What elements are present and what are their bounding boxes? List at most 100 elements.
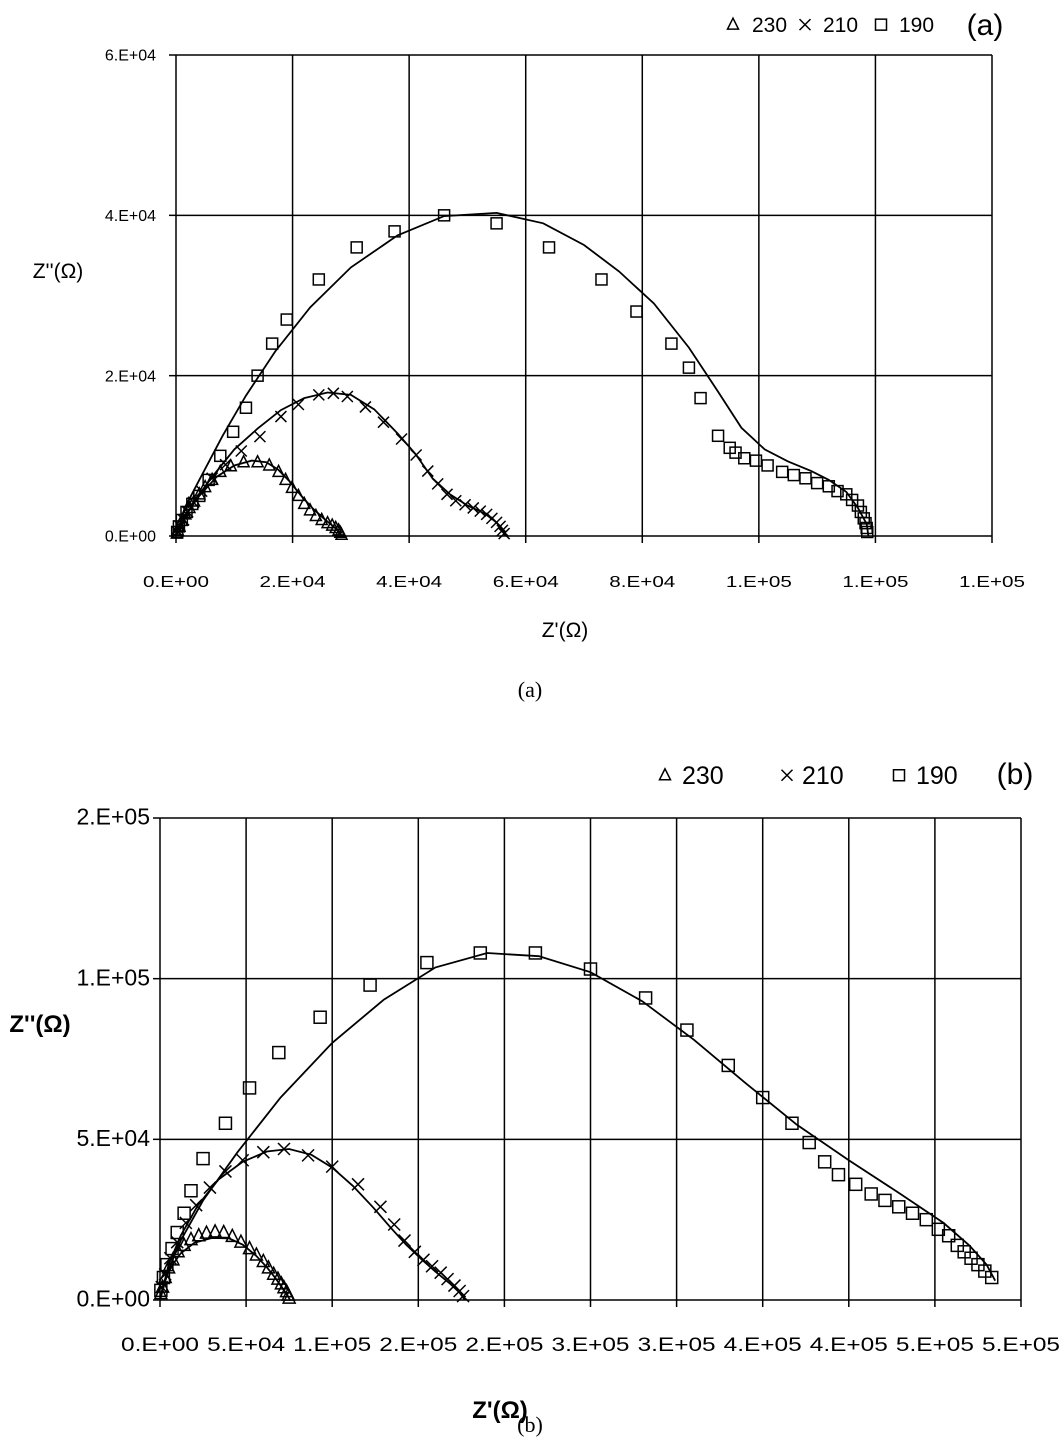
panel-b-point-190 bbox=[184, 1183, 198, 1198]
panel-a-point-210 bbox=[459, 498, 472, 511]
panel-a-x-tick-label: 0.E+00 bbox=[143, 574, 209, 591]
panel-a-point-190 bbox=[810, 476, 824, 490]
panel-b-point-210 bbox=[387, 1217, 401, 1232]
panel-a-point-230 bbox=[250, 454, 265, 468]
panel-a-point-190 bbox=[172, 520, 186, 533]
panel-b-point-190 bbox=[272, 1045, 286, 1060]
panel-a-point-190 bbox=[665, 337, 678, 350]
panel-a-point-190 bbox=[280, 313, 293, 326]
panel-a-point-190 bbox=[831, 484, 844, 498]
panel-b-point-210 bbox=[397, 1234, 412, 1248]
panel-a-y-tick-label: 6.E+04 bbox=[105, 48, 156, 65]
panel-a-point-190 bbox=[490, 217, 503, 230]
panel-a-point-190 bbox=[542, 241, 556, 254]
panel-b-legend-symbol-230 bbox=[658, 767, 672, 781]
panel-b-x-tick-label: 5.E+05 bbox=[896, 1335, 974, 1356]
panel-b-point-230 bbox=[233, 1233, 249, 1248]
panel-b-point-190 bbox=[196, 1151, 210, 1166]
panel-a-point-230 bbox=[285, 479, 299, 494]
panel-a-point-210 bbox=[235, 444, 248, 458]
panel-a-point-230 bbox=[309, 507, 323, 522]
panel-b-x-tick-label: 5.E+05 bbox=[982, 1335, 1060, 1356]
panel-a-point-210 bbox=[341, 390, 354, 403]
panel-b-x-tick-label: 3.E+05 bbox=[552, 1335, 630, 1356]
panel-a-point-190 bbox=[388, 225, 401, 238]
panel-b-point-210 bbox=[456, 1289, 470, 1303]
panel-a-point-230 bbox=[297, 495, 311, 510]
panel-a-point-230 bbox=[224, 458, 238, 472]
panel-b-x-tick-label: 2.E+05 bbox=[379, 1335, 457, 1356]
panel-b-point-190 bbox=[583, 962, 598, 976]
panel-a-point-190 bbox=[214, 449, 227, 463]
panel-b-legend-label-190: 190 bbox=[916, 762, 958, 790]
panel-a-point-210 bbox=[253, 430, 266, 443]
panel-b-x-tick-label: 1.E+05 bbox=[293, 1335, 371, 1356]
panel-a-y-axis-label: Z''(Ω) bbox=[33, 260, 84, 283]
panel-a-fit-line-190 bbox=[175, 211, 870, 537]
panel-a-x-tick-label: 1.E+05 bbox=[959, 574, 1025, 591]
panel-b-legend-label-210: 210 bbox=[802, 762, 844, 790]
panel-b-point-230 bbox=[199, 1224, 214, 1239]
panel-a-point-210 bbox=[431, 477, 444, 490]
panel-a-x-tick-label: 4.E+04 bbox=[376, 574, 442, 591]
panel-a-point-190 bbox=[186, 497, 199, 511]
panel-b-point-190 bbox=[160, 1257, 174, 1272]
panel-a-point-190 bbox=[749, 454, 763, 467]
panel-a-point-230 bbox=[278, 471, 293, 486]
panel-a-legend-label-230: 230 bbox=[752, 14, 787, 37]
panel-b-point-190 bbox=[891, 1200, 906, 1214]
panel-b-point-230 bbox=[261, 1259, 276, 1274]
panel-b-point-210 bbox=[416, 1253, 430, 1267]
panel-b-point-190 bbox=[905, 1206, 920, 1220]
panel-a-point-190 bbox=[630, 305, 643, 318]
panel-b-point-230 bbox=[225, 1227, 240, 1243]
panel-b-point-190 bbox=[919, 1212, 934, 1227]
panel-b-x-tick-label: 3.E+05 bbox=[638, 1335, 716, 1356]
panel-a-point-210 bbox=[498, 527, 511, 540]
panel-b-point-230 bbox=[256, 1252, 271, 1268]
panel-b-legend-symbol-210 bbox=[780, 769, 794, 782]
panel-a-point-190 bbox=[761, 459, 774, 472]
panel-b-point-190 bbox=[156, 1270, 171, 1285]
panel-b-point-190 bbox=[941, 1228, 956, 1243]
panel-b-y-tick-label: 5.E+04 bbox=[76, 1125, 150, 1151]
panel-b-point-190 bbox=[473, 946, 488, 960]
panel-b-fit-line-210 bbox=[159, 1148, 466, 1301]
panel-a-point-210 bbox=[496, 524, 509, 537]
panel-b-fit-line-190 bbox=[159, 952, 996, 1301]
panel-b-point-210 bbox=[325, 1160, 339, 1174]
panel-b-y-tick-label: 0.E+00 bbox=[76, 1286, 150, 1312]
panel-b-point-230 bbox=[249, 1246, 264, 1261]
panel-a-legend-label-210: 210 bbox=[823, 14, 858, 37]
panel-b-legend-symbol-190 bbox=[892, 769, 906, 782]
panel-b-point-210 bbox=[277, 1142, 291, 1156]
panel-a-x-tick-label: 1.E+05 bbox=[726, 574, 792, 591]
panel-b-point-210 bbox=[301, 1148, 315, 1162]
panel-a-point-190 bbox=[239, 401, 253, 414]
panel-a-point-190 bbox=[312, 273, 326, 286]
panel-b-point-190 bbox=[680, 1023, 694, 1037]
panel-a-point-230 bbox=[262, 457, 276, 471]
panel-a-point-210 bbox=[274, 410, 287, 423]
panel-a-point-190 bbox=[437, 209, 451, 222]
panel-a-point-230 bbox=[192, 486, 207, 500]
panel-b-y-tick-label: 2.E+05 bbox=[76, 804, 150, 830]
panel-b-caption: (b) bbox=[517, 1412, 543, 1437]
panel-b-point-190 bbox=[242, 1081, 257, 1095]
panel-b-point-190 bbox=[721, 1058, 736, 1073]
panel-a-tag: (a) bbox=[967, 9, 1004, 42]
panel-b-point-190 bbox=[170, 1225, 184, 1240]
panel-b-point-190 bbox=[363, 978, 377, 992]
panel-a-point-190 bbox=[682, 361, 696, 374]
panel-a-point-210 bbox=[292, 398, 305, 411]
panel-a-point-190 bbox=[595, 273, 608, 286]
panel-a-point-210 bbox=[359, 400, 372, 413]
panel-b-point-210 bbox=[425, 1259, 439, 1273]
panel-b-point-230 bbox=[281, 1289, 297, 1304]
panel-a-point-230 bbox=[315, 511, 329, 526]
panel-a-legend-symbol-190 bbox=[874, 18, 888, 31]
panel-a-point-190 bbox=[251, 369, 264, 382]
panel-a-x-tick-label: 1.E+05 bbox=[842, 574, 908, 591]
panel-a-point-230 bbox=[236, 454, 251, 468]
